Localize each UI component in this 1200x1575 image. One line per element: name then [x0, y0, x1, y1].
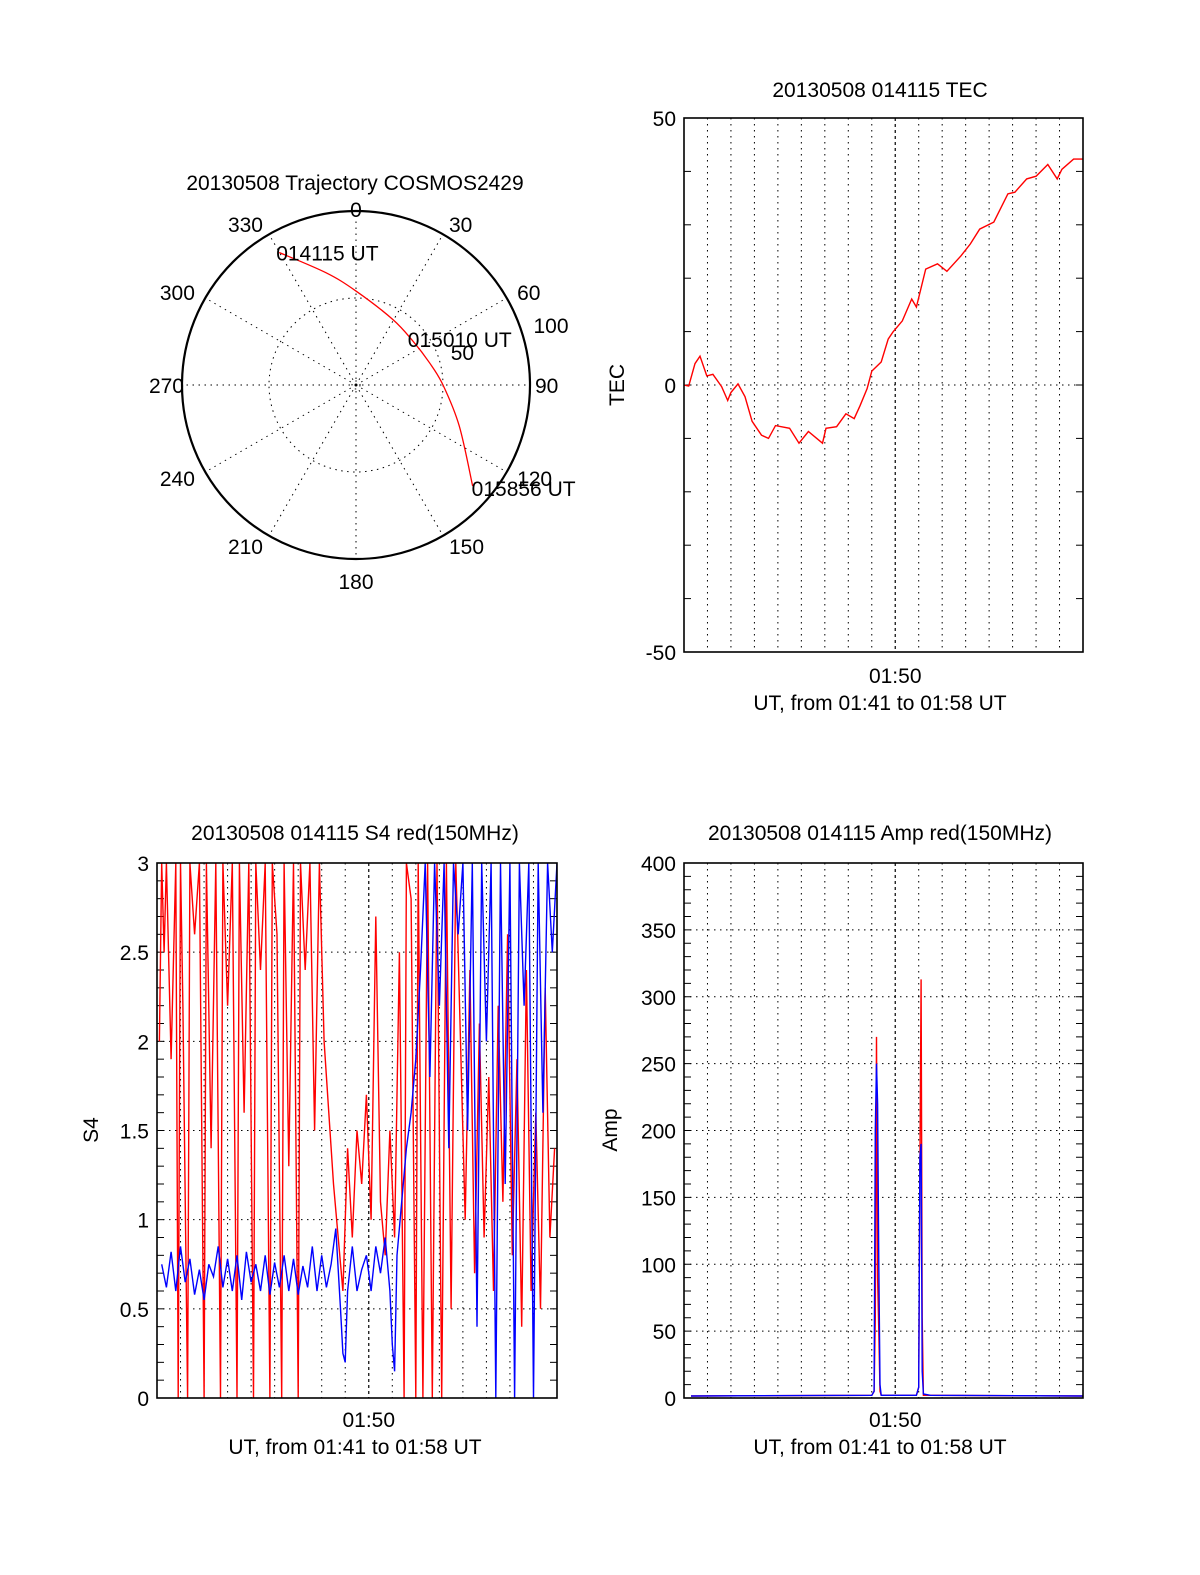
- polar-radial-label: 100: [533, 315, 568, 338]
- annotation-end-time: 015856 UT: [472, 478, 576, 501]
- amp-title: 20130508 014115 Amp red(150MHz): [708, 822, 1052, 845]
- s4-title: 20130508 014115 S4 red(150MHz): [191, 822, 519, 845]
- polar-spoke: [205, 384, 357, 473]
- amp-ytick: 0: [664, 1388, 676, 1411]
- s4-ytick-labels: 3 2.5 2 1.5 1 0.5 0: [120, 853, 149, 1411]
- tec-ylabel: TEC: [606, 364, 629, 406]
- tec-ytick-labels: 50 0 -50: [646, 108, 676, 665]
- polar-spoke: [355, 384, 444, 536]
- s4-ylabel: S4: [80, 1117, 103, 1143]
- polar-center-ring: [351, 380, 361, 390]
- series-line-amp-red: [690, 979, 1083, 1397]
- polar-spoke: [355, 297, 507, 386]
- tec-xlabel: UT, from 01:41 to 01:58 UT: [753, 692, 1006, 715]
- amp-plot: 20130508 014115 Amp red(150MHz) Amp 01:5…: [599, 822, 1084, 1459]
- polar-angle-label: 210: [228, 536, 263, 559]
- amp-ytick: 400: [641, 853, 676, 876]
- polar-spoke: [355, 234, 444, 386]
- s4-ytick: 3: [137, 853, 149, 876]
- polar-angle-label: 180: [338, 571, 373, 594]
- s4-xtick-label: 01:50: [342, 1409, 395, 1432]
- tec-xtick-label: 01:50: [869, 665, 922, 688]
- polar-trajectory-plot: 20130508 Trajectory COSMOS2429 0 30 60 90 12…: [149, 172, 576, 594]
- polar-angle-label: 150: [449, 536, 484, 559]
- amp-ylabel: Amp: [599, 1108, 622, 1151]
- amp-ytick: 100: [641, 1254, 676, 1277]
- amp-ytick: 50: [653, 1321, 676, 1344]
- polar-angle-label: 270: [149, 375, 184, 398]
- polar-spoke: [268, 234, 357, 386]
- polar-title: 20130508 Trajectory COSMOS2429: [186, 172, 523, 195]
- amp-ytick: 350: [641, 920, 676, 943]
- polar-spoke: [268, 384, 357, 536]
- series-line-s4-blue: [161, 863, 557, 1398]
- amp-ytick: 300: [641, 987, 676, 1010]
- s4-ytick: 1.5: [120, 1121, 149, 1144]
- polar-angle-label: 240: [160, 468, 195, 491]
- s4-ytick: 0: [137, 1388, 149, 1411]
- polar-outer-circle: [180, 209, 532, 561]
- polar-angle-label: 30: [449, 214, 472, 237]
- plot-frame: [683, 117, 1084, 653]
- tec-title: 20130508 014115 TEC: [772, 79, 987, 102]
- amp-ytick: 200: [641, 1121, 676, 1144]
- s4-plot: 20130508 014115 S4 red(150MHz) S4 01:50 …: [80, 822, 558, 1459]
- tec-ytick: 0: [664, 375, 676, 398]
- plot-frame: [156, 862, 558, 1399]
- trajectory-line: [278, 251, 474, 487]
- polar-radial-label: 50: [451, 342, 474, 365]
- polar-radial-labels: 50 100: [451, 315, 569, 365]
- series-line-s4-red: [158, 863, 556, 1398]
- s4-ytick: 1: [137, 1210, 149, 1233]
- polar-angle-labels: 0 30 60 90 120 150 180 210 240 270 300 330: [149, 199, 558, 594]
- s4-xlabel: UT, from 01:41 to 01:58 UT: [228, 1436, 481, 1459]
- amp-xlabel: UT, from 01:41 to 01:58 UT: [753, 1436, 1006, 1459]
- s4-ytick: 2: [137, 1031, 149, 1054]
- annotation-start-time: 014115 UT: [276, 243, 379, 266]
- polar-angle-label: 330: [228, 214, 263, 237]
- series-line-tec: [684, 158, 1083, 445]
- amp-ytick-labels: 400 350 300 250 200 150 100 50 0: [641, 853, 676, 1411]
- amp-xtick-label: 01:50: [869, 1409, 922, 1432]
- polar-angle-label: 90: [535, 375, 558, 398]
- tec-ytick: -50: [646, 642, 676, 665]
- s4-ytick: 0.5: [120, 1299, 149, 1322]
- plot-frame: [683, 862, 1084, 1399]
- polar-angle-label: 0: [350, 199, 362, 222]
- polar-angle-label: 60: [517, 282, 540, 305]
- tec-plot: 20130508 014115 TEC TEC 01:50 UT, from 0…: [606, 79, 1084, 715]
- trajectory-group: [278, 251, 474, 487]
- annotation-mid-time: 015010 UT: [408, 329, 512, 352]
- polar-spoke: [205, 297, 357, 386]
- tec-ytick: 50: [653, 108, 676, 131]
- s4-ytick: 2.5: [120, 942, 149, 965]
- amp-ytick: 150: [641, 1187, 676, 1210]
- polar-angle-label: 120: [517, 468, 552, 491]
- polar-spoke: [355, 384, 507, 473]
- amp-ytick: 250: [641, 1054, 676, 1077]
- series-line-amp-blue: [690, 1063, 1083, 1397]
- polar-angle-label: 300: [160, 282, 195, 305]
